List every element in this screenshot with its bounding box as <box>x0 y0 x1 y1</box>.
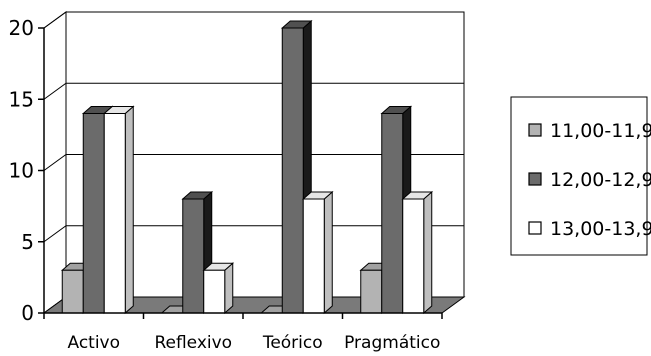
x-axis: Activo Reflexivo Teórico Pragmático <box>43 312 443 353</box>
bar-front <box>281 27 304 314</box>
legend-label: 11,00-11,99 <box>550 120 651 142</box>
bar-side <box>224 262 234 315</box>
legend-swatch <box>528 221 542 235</box>
bar <box>401 190 434 315</box>
bar-front <box>103 113 126 314</box>
bar <box>202 262 235 315</box>
gridline <box>43 154 464 171</box>
legend-swatch <box>528 123 542 137</box>
bar-front <box>82 113 105 314</box>
bar-front <box>402 198 425 314</box>
gridline <box>43 11 464 29</box>
y-tick-label: 15 <box>9 87 34 111</box>
bar-front <box>182 198 205 314</box>
bar-front <box>61 269 84 314</box>
bar-front <box>203 269 226 314</box>
gridline <box>43 82 464 100</box>
y-tick-label: 0 <box>21 301 34 325</box>
y-tick-label: 10 <box>9 159 34 183</box>
x-tick-label: Reflexivo <box>154 333 232 353</box>
legend: 11,00-11,99 12,00-12,99 13,00-13,99 <box>510 96 651 256</box>
bar-side <box>423 190 433 315</box>
bars <box>60 19 434 315</box>
y-tick-label: 20 <box>9 16 34 40</box>
bar-front <box>381 113 404 314</box>
bar <box>301 190 334 315</box>
bar-front <box>302 198 325 314</box>
y-axis: 0 5 10 15 20 <box>9 16 45 325</box>
y-tick-label: 5 <box>21 230 34 254</box>
bar-front <box>360 269 383 314</box>
legend-label: 13,00-13,99 <box>550 218 651 240</box>
x-tick-label: Pragmático <box>344 333 440 353</box>
x-tick-label: Activo <box>67 333 120 353</box>
bar-side <box>124 105 134 315</box>
x-tick-label: Teórico <box>262 333 323 353</box>
legend-label: 12,00-12,99 <box>550 169 651 191</box>
legend-swatch <box>528 172 542 186</box>
bar <box>102 105 135 315</box>
bar-side <box>323 190 333 315</box>
